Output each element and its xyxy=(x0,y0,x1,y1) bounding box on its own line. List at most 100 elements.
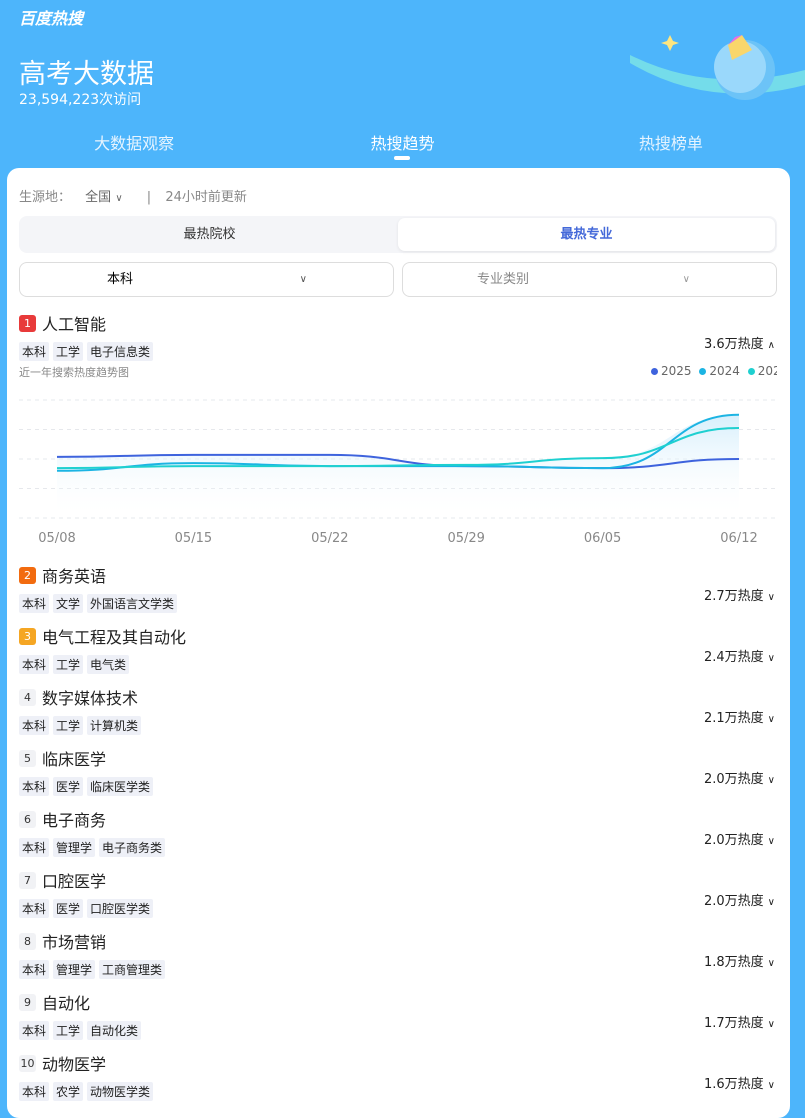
chevron-down-icon: ∨ xyxy=(768,592,775,603)
segment-control: 最热院校 最热专业 xyxy=(19,216,777,253)
heat-toggle[interactable]: 3.6万热度∧ xyxy=(704,333,775,352)
x-tick-label: 05/15 xyxy=(175,531,212,546)
tag: 工学 xyxy=(53,716,83,735)
tag: 电子信息类 xyxy=(87,342,153,361)
tag: 文学 xyxy=(53,594,83,613)
heat-value: 1.7万热度 xyxy=(704,1016,764,1031)
chevron-down-icon: ∨ xyxy=(300,263,307,296)
tab-hot-list[interactable]: 热搜榜单 xyxy=(537,130,805,154)
level-select[interactable]: 本科 ∨ xyxy=(19,262,394,297)
x-tick-label: 05/22 xyxy=(311,531,348,546)
heat-toggle[interactable]: 2.0万热度∨ xyxy=(704,890,775,909)
chevron-down-icon: ∨ xyxy=(768,775,775,786)
tag: 临床医学类 xyxy=(87,777,153,796)
heat-value: 1.6万热度 xyxy=(704,1077,764,1092)
heat-toggle[interactable]: 1.6万热度∨ xyxy=(704,1073,775,1092)
rank-badge: 5 xyxy=(19,750,36,767)
tag: 本科 xyxy=(19,777,49,796)
major-name: 商务英语 xyxy=(42,567,106,586)
brand-logo: 百度热搜 xyxy=(19,5,83,29)
rank-badge: 7 xyxy=(19,872,36,889)
heat-toggle[interactable]: 1.8万热度 ∨ xyxy=(704,951,775,970)
chevron-down-icon: ∨ xyxy=(768,653,775,664)
x-tick-label: 05/29 xyxy=(447,531,484,546)
rank-badge: 3 xyxy=(19,628,36,645)
heat-value: 2.1万热度 xyxy=(704,711,764,726)
chart-title: 近一年搜索热度趋势图 xyxy=(19,364,129,380)
chevron-down-icon: ∨ xyxy=(768,958,775,969)
legend-2024: 2024 xyxy=(709,364,740,378)
tag: 本科 xyxy=(19,594,49,613)
tab-big-data[interactable]: 大数据观察 xyxy=(0,130,268,154)
tag: 外国语言文学类 xyxy=(87,594,177,613)
page-title: 高考大数据 xyxy=(19,52,154,91)
major-name: 市场营销 xyxy=(42,933,106,952)
tag: 口腔医学类 xyxy=(87,899,153,918)
major-name: 人工智能 xyxy=(42,315,106,334)
rank-badge: 4 xyxy=(19,689,36,706)
heat-value: 2.4万热度 xyxy=(704,650,764,665)
chevron-up-icon: ∧ xyxy=(768,340,775,351)
tag: 本科 xyxy=(19,716,49,735)
list-item[interactable]: 5 临床医学 本科医学临床医学类 2.0万热度 ∨ xyxy=(19,746,777,804)
segment-hot-majors[interactable]: 最热专业 xyxy=(398,218,775,251)
rank-badge: 6 xyxy=(19,811,36,828)
heat-toggle[interactable]: 2.0万热度 ∨ xyxy=(704,768,775,787)
divider: | xyxy=(147,190,151,205)
heat-toggle[interactable]: 2.7万热度∨ xyxy=(704,585,775,604)
heat-toggle[interactable]: 2.1万热度 ∨ xyxy=(704,707,775,726)
chevron-down-icon: ∨ xyxy=(683,263,690,296)
chevron-down-icon: ∨ xyxy=(768,1019,775,1030)
tag: 本科 xyxy=(19,960,49,979)
tag: 本科 xyxy=(19,838,49,857)
tag: 管理学 xyxy=(53,838,95,857)
tag: 电子商务类 xyxy=(99,838,165,857)
chevron-down-icon: ∨ xyxy=(768,714,775,725)
heat-value: 1.8万热度 xyxy=(704,955,764,970)
major-name: 电气工程及其自动化 xyxy=(42,628,186,647)
heat-value: 2.0万热度 xyxy=(704,772,764,787)
major-name: 临床医学 xyxy=(42,750,106,769)
category-select[interactable]: 专业类别 ∨ xyxy=(402,262,777,297)
x-tick-label: 06/05 xyxy=(584,531,621,546)
tag: 农学 xyxy=(53,1082,83,1101)
heat-toggle[interactable]: 1.7万热度 ∨ xyxy=(704,1012,775,1031)
tag: 工学 xyxy=(53,342,83,361)
segment-hot-schools[interactable]: 最热院校 xyxy=(21,218,398,251)
chevron-down-icon: ∨ xyxy=(768,836,775,847)
tag: 本科 xyxy=(19,899,49,918)
update-time: 24小时前更新 xyxy=(165,190,247,205)
chevron-down-icon: ∨ xyxy=(115,193,122,204)
major-name: 自动化 xyxy=(42,994,90,1013)
tag: 工商管理类 xyxy=(99,960,165,979)
level-value: 本科 xyxy=(20,263,220,296)
tag: 管理学 xyxy=(53,960,95,979)
heat-toggle[interactable]: 2.0万热度∨ xyxy=(704,829,775,848)
tag: 医学 xyxy=(53,777,83,796)
tab-hot-trend[interactable]: 热搜趋势 xyxy=(268,130,536,154)
rank-badge: 1 xyxy=(19,315,36,332)
heat-toggle[interactable]: 2.4万热度 ∨ xyxy=(704,646,775,665)
tag: 本科 xyxy=(19,1021,49,1040)
legend-dot-2024 xyxy=(699,368,706,375)
legend-2023: 2023 xyxy=(758,364,777,378)
origin-value: 全国 xyxy=(85,190,111,205)
legend-2025: 2025 xyxy=(661,364,692,378)
major-name: 数字媒体技术 xyxy=(42,689,138,708)
visit-count: 23,594,223次访问 xyxy=(19,89,141,109)
main-tabs: 大数据观察 热搜趋势 热搜榜单 xyxy=(0,130,805,154)
major-name: 动物医学 xyxy=(42,1055,106,1074)
origin-dropdown[interactable]: 全国 ∨ xyxy=(85,190,132,205)
origin-label: 生源地： xyxy=(19,190,71,205)
